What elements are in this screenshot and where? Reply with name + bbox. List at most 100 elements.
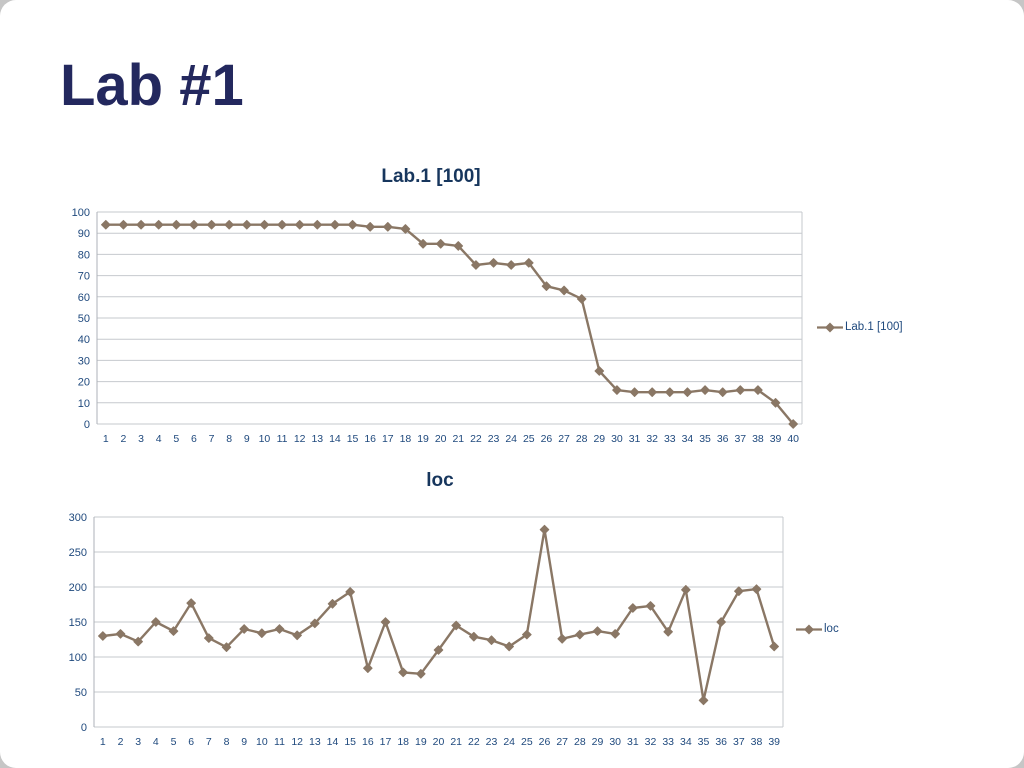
svg-text:0: 0 xyxy=(84,419,90,431)
loc-chart-title: loc xyxy=(426,470,454,491)
svg-text:37: 37 xyxy=(733,736,745,748)
svg-text:35: 35 xyxy=(698,736,710,748)
svg-text:1: 1 xyxy=(100,736,106,748)
svg-text:50: 50 xyxy=(75,687,87,699)
svg-text:200: 200 xyxy=(69,582,87,594)
svg-text:13: 13 xyxy=(309,736,321,748)
svg-text:24: 24 xyxy=(505,433,517,445)
svg-text:0: 0 xyxy=(81,722,87,734)
lab1-legend-label: Lab.1 [100] xyxy=(845,321,903,333)
svg-text:17: 17 xyxy=(382,433,394,445)
svg-text:90: 90 xyxy=(78,228,90,240)
svg-text:50: 50 xyxy=(78,313,90,325)
svg-text:18: 18 xyxy=(397,736,409,748)
svg-text:22: 22 xyxy=(470,433,482,445)
lab1-legend: Lab.1 [100] xyxy=(816,321,903,333)
svg-text:6: 6 xyxy=(191,433,197,445)
svg-text:23: 23 xyxy=(486,736,498,748)
svg-text:9: 9 xyxy=(244,433,250,445)
svg-text:37: 37 xyxy=(734,433,746,445)
svg-text:22: 22 xyxy=(468,736,480,748)
svg-text:21: 21 xyxy=(452,433,464,445)
loc-legend: loc xyxy=(795,623,839,635)
svg-text:38: 38 xyxy=(751,736,763,748)
svg-text:38: 38 xyxy=(752,433,764,445)
svg-text:14: 14 xyxy=(329,433,341,445)
svg-text:10: 10 xyxy=(256,736,268,748)
svg-text:27: 27 xyxy=(556,736,568,748)
svg-text:34: 34 xyxy=(682,433,694,445)
svg-text:2: 2 xyxy=(121,433,127,445)
svg-text:28: 28 xyxy=(576,433,588,445)
svg-text:15: 15 xyxy=(344,736,356,748)
svg-text:20: 20 xyxy=(78,377,90,389)
svg-text:16: 16 xyxy=(362,736,374,748)
svg-text:5: 5 xyxy=(171,736,177,748)
svg-text:20: 20 xyxy=(433,736,445,748)
svg-text:26: 26 xyxy=(541,433,553,445)
svg-text:33: 33 xyxy=(662,736,674,748)
svg-text:7: 7 xyxy=(206,736,212,748)
svg-text:30: 30 xyxy=(78,355,90,367)
svg-text:27: 27 xyxy=(558,433,570,445)
svg-text:32: 32 xyxy=(645,736,657,748)
svg-text:12: 12 xyxy=(291,736,303,748)
svg-text:2: 2 xyxy=(118,736,124,748)
svg-text:300: 300 xyxy=(69,512,87,524)
svg-text:7: 7 xyxy=(209,433,215,445)
svg-text:4: 4 xyxy=(153,736,159,748)
svg-text:25: 25 xyxy=(523,433,535,445)
svg-text:40: 40 xyxy=(78,334,90,346)
svg-text:39: 39 xyxy=(768,736,780,748)
svg-text:6: 6 xyxy=(188,736,194,748)
svg-text:17: 17 xyxy=(380,736,392,748)
svg-text:21: 21 xyxy=(450,736,462,748)
svg-text:40: 40 xyxy=(787,433,799,445)
slide-title: Lab #1 xyxy=(60,53,244,118)
svg-text:3: 3 xyxy=(138,433,144,445)
svg-text:80: 80 xyxy=(78,249,90,261)
lab1-legend-marker-icon xyxy=(817,321,843,333)
svg-text:19: 19 xyxy=(415,736,427,748)
svg-text:18: 18 xyxy=(400,433,412,445)
svg-text:5: 5 xyxy=(173,433,179,445)
svg-text:11: 11 xyxy=(274,736,285,748)
svg-text:24: 24 xyxy=(503,736,515,748)
loc-legend-marker-icon xyxy=(796,623,822,635)
svg-text:60: 60 xyxy=(78,292,90,304)
svg-text:31: 31 xyxy=(629,433,641,445)
svg-text:10: 10 xyxy=(259,433,271,445)
loc-legend-label: loc xyxy=(824,623,839,635)
svg-text:11: 11 xyxy=(277,433,288,445)
svg-text:32: 32 xyxy=(646,433,658,445)
svg-text:31: 31 xyxy=(627,736,639,748)
svg-text:8: 8 xyxy=(224,736,230,748)
svg-text:14: 14 xyxy=(327,736,339,748)
svg-text:30: 30 xyxy=(611,433,623,445)
svg-text:100: 100 xyxy=(72,207,90,219)
svg-text:4: 4 xyxy=(156,433,162,445)
svg-text:12: 12 xyxy=(294,433,306,445)
svg-text:23: 23 xyxy=(488,433,500,445)
svg-text:150: 150 xyxy=(69,617,87,629)
svg-text:100: 100 xyxy=(69,652,87,664)
svg-text:3: 3 xyxy=(135,736,141,748)
svg-text:35: 35 xyxy=(699,433,711,445)
svg-text:250: 250 xyxy=(69,547,87,559)
svg-text:13: 13 xyxy=(311,433,323,445)
svg-text:39: 39 xyxy=(770,433,782,445)
svg-text:10: 10 xyxy=(78,398,90,410)
svg-text:70: 70 xyxy=(78,271,90,283)
svg-text:30: 30 xyxy=(609,736,621,748)
svg-text:36: 36 xyxy=(717,433,729,445)
svg-text:20: 20 xyxy=(435,433,447,445)
svg-text:36: 36 xyxy=(715,736,727,748)
svg-text:9: 9 xyxy=(241,736,247,748)
svg-text:19: 19 xyxy=(417,433,429,445)
svg-text:29: 29 xyxy=(593,433,605,445)
svg-text:29: 29 xyxy=(592,736,604,748)
svg-text:25: 25 xyxy=(521,736,533,748)
